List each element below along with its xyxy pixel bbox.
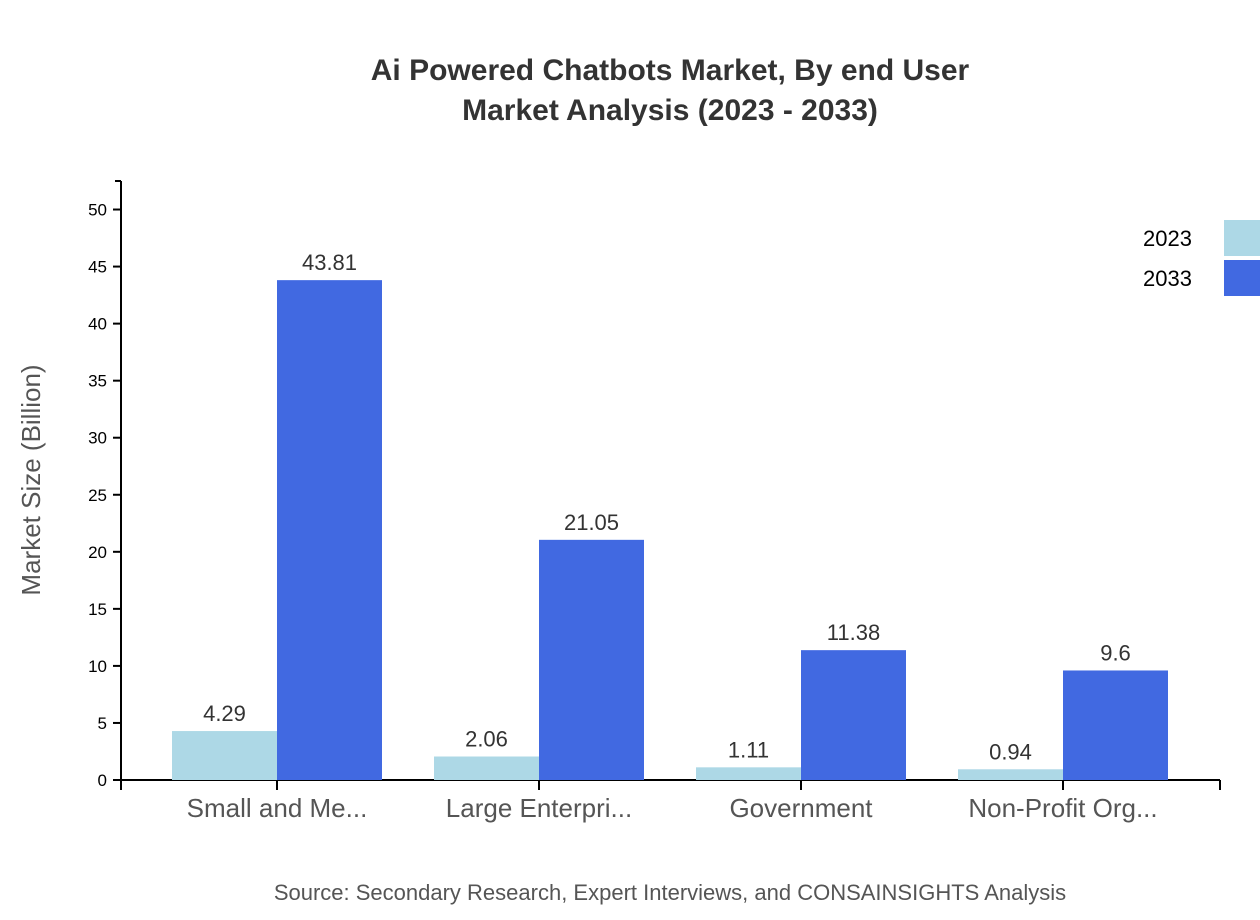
y-tick-label: 5 bbox=[98, 714, 107, 733]
bar-2023 bbox=[172, 731, 277, 780]
y-tick-label: 20 bbox=[88, 543, 107, 562]
y-tick-label: 10 bbox=[88, 657, 107, 676]
bar-2033 bbox=[801, 650, 906, 780]
data-label-2033: 11.38 bbox=[827, 620, 880, 645]
data-label-2033: 21.05 bbox=[564, 510, 619, 535]
chart-title-line-1: Ai Powered Chatbots Market, By end User bbox=[371, 54, 970, 87]
chart-title-line-2: Market Analysis (2023 - 2033) bbox=[462, 94, 878, 127]
legend-label-2023: 2023 bbox=[1143, 226, 1192, 251]
y-tick-label: 45 bbox=[88, 258, 107, 277]
legend-swatch-2023 bbox=[1224, 220, 1260, 256]
y-tick-label: 0 bbox=[98, 771, 107, 790]
data-label-2033: 43.81 bbox=[302, 250, 357, 275]
bar-2033 bbox=[1063, 670, 1168, 780]
bar-2023 bbox=[696, 767, 801, 780]
x-tick-label: Non-Profit Org... bbox=[968, 793, 1157, 823]
legend-label-2033: 2033 bbox=[1143, 266, 1192, 291]
bar-2023 bbox=[434, 756, 539, 780]
y-tick-label: 25 bbox=[88, 486, 107, 505]
y-tick-label: 40 bbox=[88, 315, 107, 334]
x-tick-label: Large Enterpri... bbox=[446, 793, 632, 823]
x-tick-label: Small and Me... bbox=[187, 793, 368, 823]
source-note: Source: Secondary Research, Expert Inter… bbox=[274, 880, 1066, 905]
data-label-2023: 4.29 bbox=[203, 701, 246, 726]
bar-2033 bbox=[539, 539, 644, 780]
y-axis-label: Market Size (Billion) bbox=[16, 364, 46, 595]
bar-2023 bbox=[958, 769, 1063, 780]
x-tick-label: Government bbox=[729, 793, 873, 823]
y-tick-label: 35 bbox=[88, 372, 107, 391]
y-tick-label: 50 bbox=[88, 201, 107, 220]
y-tick-label: 15 bbox=[88, 600, 107, 619]
data-label-2023: 0.94 bbox=[989, 739, 1032, 764]
data-label-2023: 2.06 bbox=[465, 726, 508, 751]
data-label-2033: 9.6 bbox=[1100, 640, 1131, 665]
data-label-2023: 1.11 bbox=[728, 737, 769, 762]
y-tick-label: 30 bbox=[88, 429, 107, 448]
legend-swatch-2033 bbox=[1224, 260, 1260, 296]
bar-2033 bbox=[277, 280, 382, 780]
